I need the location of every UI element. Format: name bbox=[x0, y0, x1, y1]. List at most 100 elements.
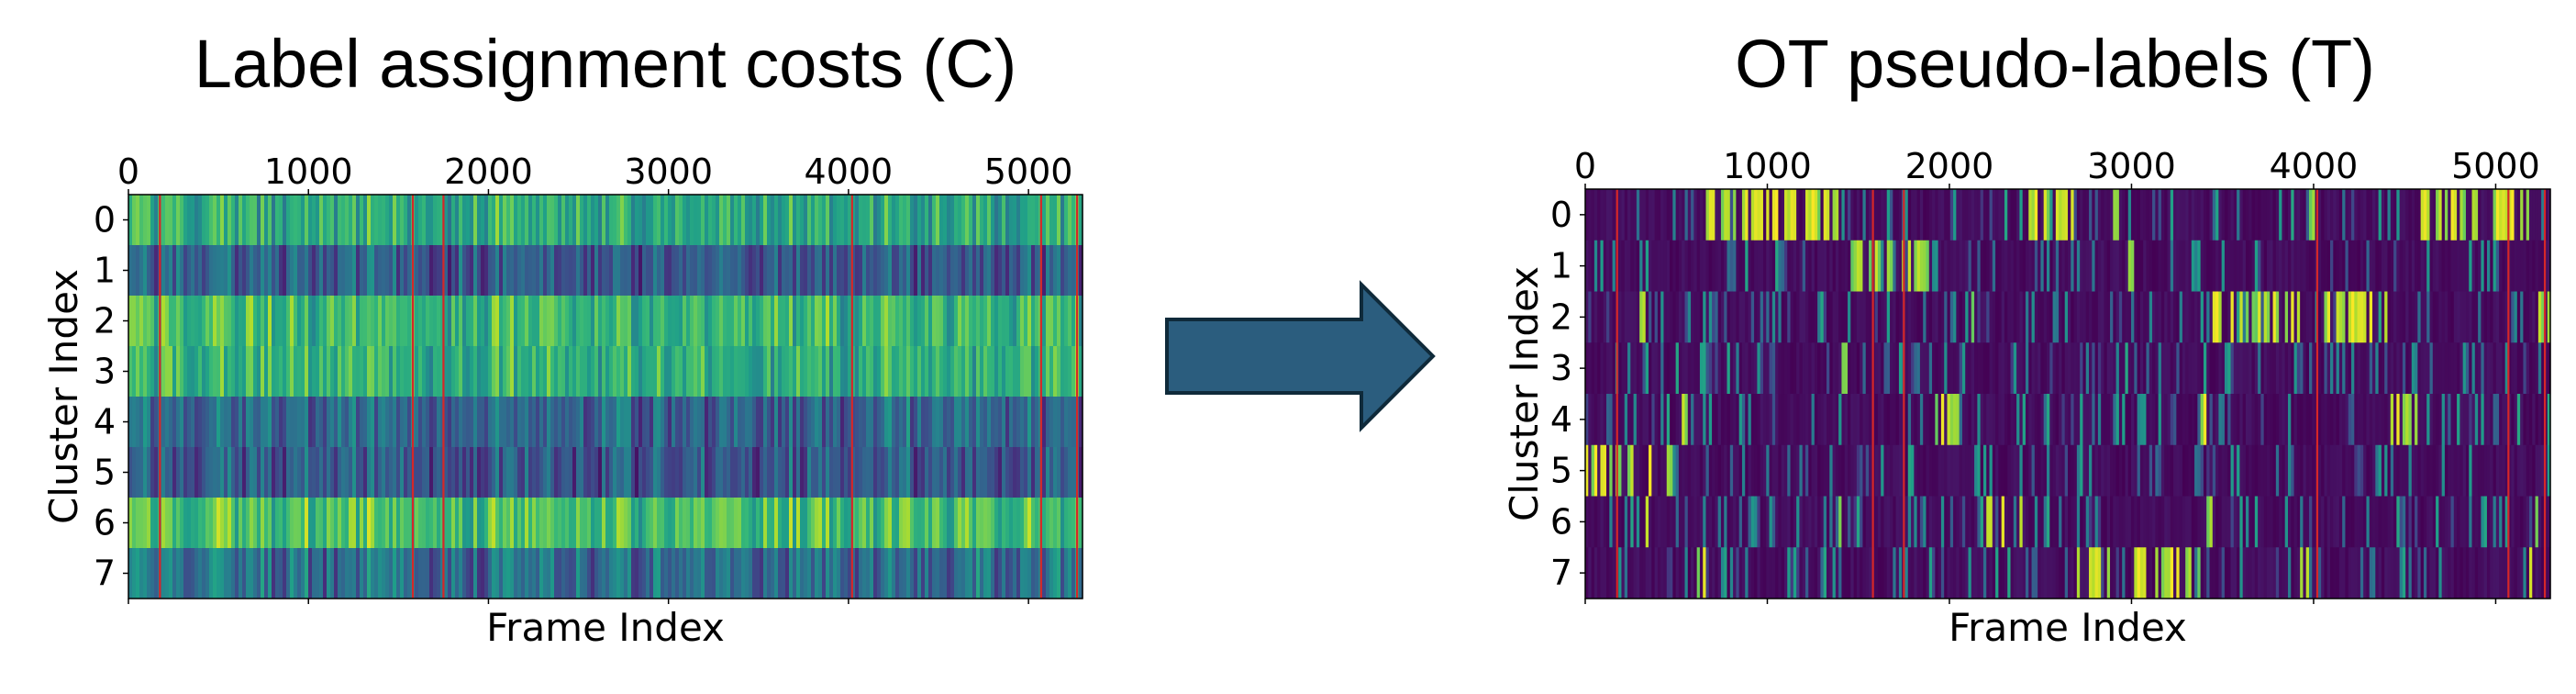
heatmap-cell bbox=[528, 346, 533, 397]
heatmap-cell bbox=[2010, 189, 2015, 241]
heatmap-cell bbox=[701, 346, 705, 397]
heatmap-cell bbox=[2182, 444, 2186, 497]
heatmap-cell bbox=[1926, 291, 1930, 343]
heatmap-cell bbox=[2532, 444, 2537, 497]
heatmap-cell bbox=[752, 245, 757, 297]
heatmap-cell bbox=[679, 346, 683, 397]
heatmap-cell bbox=[605, 296, 610, 347]
heatmap-cell bbox=[2333, 547, 2337, 599]
heatmap-cell bbox=[385, 447, 390, 498]
heatmap-cell bbox=[1820, 547, 1825, 599]
heatmap-cell bbox=[2052, 547, 2057, 599]
heatmap-cell bbox=[2270, 496, 2274, 548]
heatmap-cell bbox=[514, 498, 518, 549]
heatmap-cell bbox=[719, 346, 724, 397]
heatmap-cell bbox=[2218, 291, 2223, 343]
heatmap-cell bbox=[2357, 496, 2361, 548]
heatmap-cell bbox=[290, 447, 294, 498]
heatmap-cell bbox=[1841, 240, 1846, 292]
heatmap-cell bbox=[400, 498, 405, 549]
heatmap-cell bbox=[1762, 444, 1767, 497]
heatmap-cell bbox=[1046, 346, 1050, 397]
heatmap-cell bbox=[521, 447, 526, 498]
heatmap-cell bbox=[1940, 394, 1945, 446]
heatmap-cell bbox=[2125, 342, 2129, 395]
heatmap-cell bbox=[2071, 240, 2075, 292]
heatmap-cell bbox=[767, 245, 772, 297]
heatmap-cell bbox=[826, 548, 830, 599]
heatmap-cell bbox=[1699, 444, 1704, 497]
heatmap-cell bbox=[1961, 189, 1966, 241]
heatmap-cell bbox=[2390, 394, 2394, 446]
heatmap-cell bbox=[235, 548, 239, 599]
heatmap-cell bbox=[503, 447, 507, 498]
heatmap-cell bbox=[385, 296, 390, 347]
heatmap-cell bbox=[429, 245, 434, 297]
heatmap-cell bbox=[2131, 342, 2135, 395]
heatmap-cell bbox=[1639, 547, 1644, 599]
heatmap-cell bbox=[1666, 444, 1671, 497]
heatmap-cell bbox=[2230, 444, 2235, 497]
heatmap-cell bbox=[2338, 342, 2343, 395]
heatmap-cell bbox=[1035, 447, 1039, 498]
heatmap-cell bbox=[272, 498, 276, 549]
heatmap-cell bbox=[279, 397, 283, 448]
heatmap-cell bbox=[1890, 444, 1893, 497]
heatmap-cell bbox=[972, 195, 977, 246]
heatmap-cell bbox=[2122, 394, 2126, 446]
heatmap-cell bbox=[1687, 240, 1692, 292]
heatmap-cell bbox=[2393, 291, 2397, 343]
heatmap-cell bbox=[319, 296, 324, 347]
heatmap-cell bbox=[752, 548, 757, 599]
heatmap-cell bbox=[2082, 291, 2087, 343]
heatmap-cell bbox=[2266, 547, 2271, 599]
heatmap-cell bbox=[2260, 240, 2265, 292]
heatmap-cell bbox=[2272, 394, 2277, 446]
heatmap-cell bbox=[202, 245, 206, 297]
heatmap-cell bbox=[708, 397, 713, 448]
heatmap-cell bbox=[730, 346, 735, 397]
heatmap-cell bbox=[1995, 342, 1999, 395]
heatmap-cell bbox=[2094, 342, 2099, 395]
heatmap-cell bbox=[774, 245, 779, 297]
heatmap-cell bbox=[268, 245, 272, 297]
heatmap-cell bbox=[2348, 547, 2352, 599]
heatmap-cell bbox=[1808, 444, 1813, 497]
heatmap-cell bbox=[760, 447, 764, 498]
heatmap-cell bbox=[228, 346, 232, 397]
heatmap-cell bbox=[2089, 496, 2093, 548]
heatmap-cell bbox=[627, 195, 632, 246]
heatmap-cell bbox=[1715, 394, 1719, 446]
heatmap-cell bbox=[1712, 444, 1715, 497]
heatmap-cell bbox=[396, 447, 401, 498]
heatmap-cell bbox=[650, 245, 654, 297]
heatmap-cell bbox=[217, 498, 221, 549]
heatmap-cell bbox=[2158, 342, 2162, 395]
heatmap-cell bbox=[620, 346, 625, 397]
heatmap-cell bbox=[2248, 342, 2253, 395]
heatmap-cell bbox=[165, 447, 170, 498]
heatmap-cell bbox=[2004, 342, 2008, 395]
heatmap-cell bbox=[738, 346, 742, 397]
heatmap-cell bbox=[580, 346, 584, 397]
heatmap-cell bbox=[2270, 189, 2274, 241]
heatmap-cell bbox=[257, 397, 261, 448]
heatmap-cell bbox=[536, 548, 540, 599]
heatmap-cell bbox=[1829, 342, 1834, 395]
heatmap-cell bbox=[2134, 496, 2138, 548]
heatmap-cell bbox=[250, 195, 254, 246]
heatmap-cell bbox=[1956, 444, 1960, 497]
heatmap-cell bbox=[1642, 394, 1647, 446]
heatmap-cell bbox=[2046, 394, 2050, 446]
heatmap-cell bbox=[1783, 240, 1788, 292]
heatmap-cell bbox=[609, 296, 614, 347]
heatmap-cell bbox=[646, 447, 650, 498]
heatmap-cell bbox=[536, 397, 540, 448]
heatmap-cell bbox=[1591, 189, 1595, 241]
heatmap-cell bbox=[1738, 394, 1743, 446]
heatmap-cell bbox=[1853, 547, 1858, 599]
heatmap-cell bbox=[2336, 394, 2340, 446]
heatmap-cell bbox=[1811, 291, 1815, 343]
heatmap-cell bbox=[2239, 547, 2244, 599]
heatmap-cell bbox=[2013, 496, 2017, 548]
